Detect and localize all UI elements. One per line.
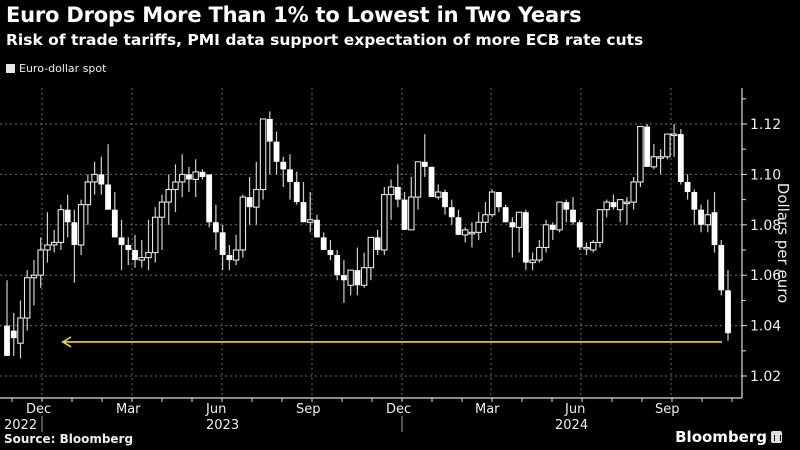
- svg-text:Mar: Mar: [116, 402, 141, 417]
- svg-text:Mar: Mar: [475, 402, 500, 417]
- bloomberg-logo: Bloomberg: [675, 428, 782, 446]
- legend-label: Euro-dollar spot: [19, 62, 107, 75]
- chart-title: Euro Drops More Than 1% to Lowest in Two…: [6, 3, 582, 27]
- svg-text:1.06: 1.06: [750, 268, 781, 284]
- svg-text:1.02: 1.02: [750, 369, 781, 385]
- source-note: Source: Bloomberg: [4, 432, 134, 446]
- svg-text:Dec: Dec: [26, 402, 51, 417]
- svg-text:1.04: 1.04: [750, 319, 781, 335]
- bloomberg-chart-icon: [771, 431, 782, 443]
- svg-text:2024: 2024: [555, 418, 588, 433]
- svg-text:2023: 2023: [206, 418, 239, 433]
- y-axis-label: Dollars per euro: [774, 182, 792, 304]
- svg-text:1.10: 1.10: [750, 167, 781, 183]
- chart-subtitle: Risk of trade tariffs, PMI data support …: [6, 31, 644, 49]
- axes: 1.02 1.04 1.06 1.08 1.10 1.12 Dec Mar Jun Sep Dec M…: [0, 88, 781, 433]
- svg-text:Jun: Jun: [564, 402, 585, 417]
- grid-lines: [0, 88, 742, 398]
- svg-text:Sep: Sep: [296, 402, 321, 417]
- svg-text:1.12: 1.12: [750, 117, 781, 133]
- svg-text:2022: 2022: [4, 418, 37, 433]
- legend: Euro-dollar spot: [6, 62, 106, 75]
- legend-swatch-icon: [6, 64, 15, 73]
- svg-text:Dec: Dec: [386, 402, 411, 417]
- svg-text:Jun: Jun: [205, 402, 226, 417]
- logo-text: Bloomberg: [675, 428, 767, 446]
- candles: [4, 111, 731, 359]
- low-reference-arrow: [61, 336, 722, 348]
- svg-text:Sep: Sep: [655, 402, 680, 417]
- svg-text:1.08: 1.08: [750, 218, 781, 234]
